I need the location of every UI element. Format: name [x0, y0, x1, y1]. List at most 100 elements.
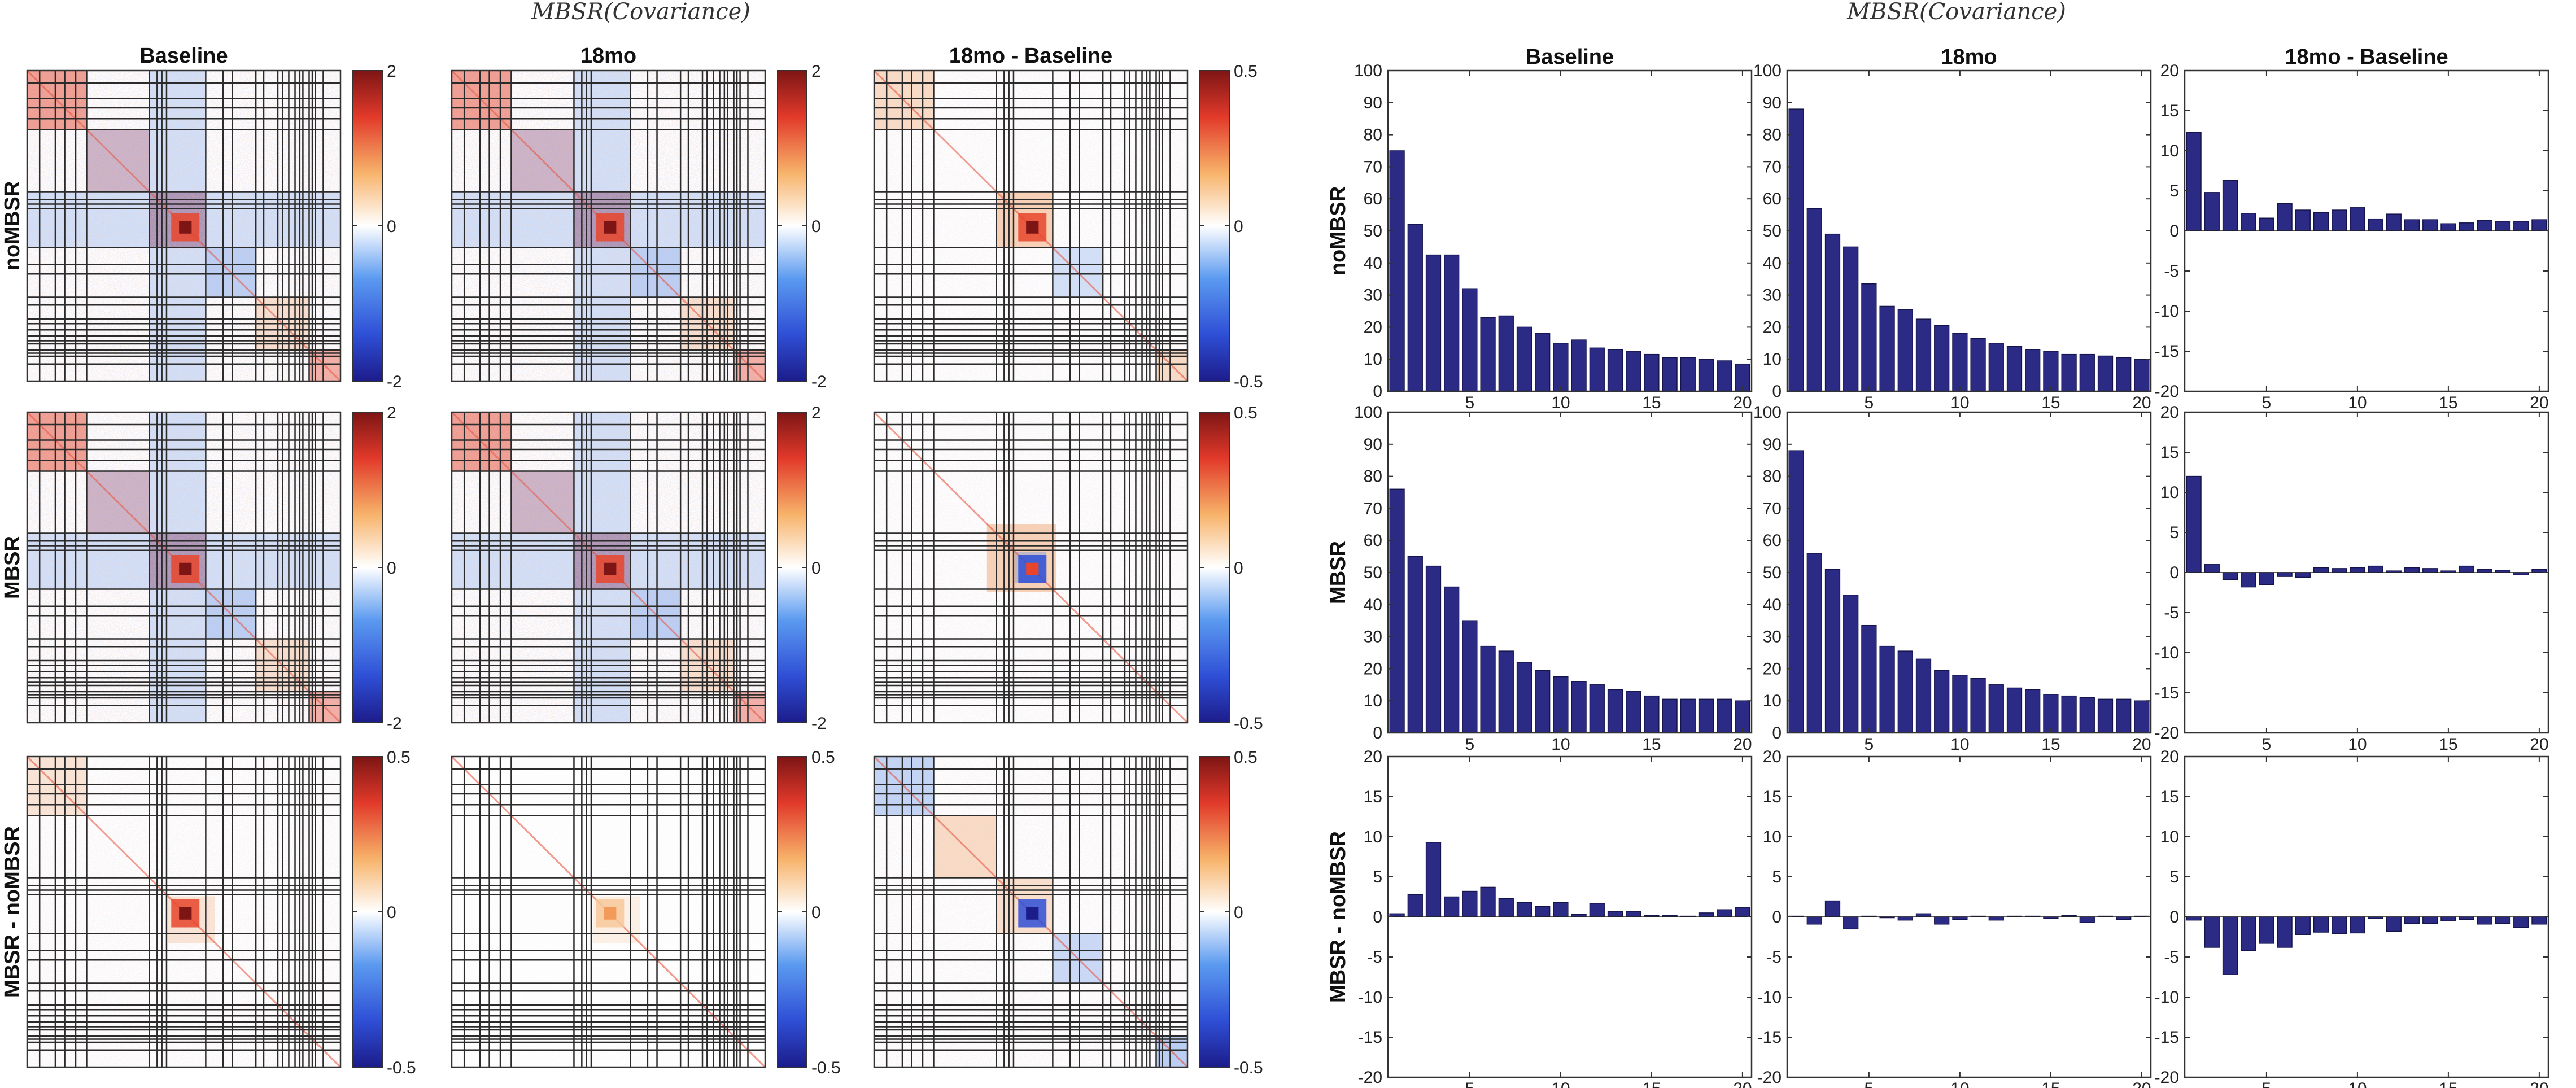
- bar-6: [1879, 305, 1895, 392]
- bar-17: [2079, 916, 2095, 923]
- bar-13: [1607, 689, 1623, 733]
- bar-19: [1717, 360, 1732, 392]
- bar-3: [1425, 842, 1442, 917]
- colorbar-gradient: [1199, 756, 1230, 1068]
- y-tick-label: 20: [1763, 318, 1782, 337]
- y-tick-label: 20: [1763, 659, 1782, 678]
- x-tick-label: 15: [2041, 1080, 2060, 1088]
- x-tick-label: 5: [2262, 735, 2272, 754]
- x-tick-label: 10: [1551, 394, 1570, 412]
- x-tick-label: 20: [2132, 394, 2151, 412]
- y-tick-label: 60: [1364, 190, 1382, 208]
- y-tick-label: -15: [2155, 342, 2179, 361]
- colorbar-gradient: [1199, 70, 1230, 382]
- plot-area: [1388, 412, 1752, 733]
- y-tick-label: 0: [2169, 563, 2179, 582]
- bar-20: [1735, 700, 1750, 733]
- bar-12: [2386, 916, 2402, 932]
- x-tick-label: 15: [1642, 735, 1661, 754]
- y-tick-label: 70: [1763, 499, 1782, 518]
- y-tick-label: 70: [1364, 499, 1382, 518]
- heatmap-frame: [451, 755, 766, 1068]
- y-tick-label: 20: [2160, 748, 2179, 766]
- x-tick-label: 10: [1551, 735, 1570, 754]
- x-tick-label: 10: [2348, 394, 2367, 412]
- bar-20: [1735, 907, 1750, 917]
- bar-2: [2204, 916, 2220, 948]
- bar-4: [2241, 213, 2256, 231]
- x-tick-label: 20: [2132, 1080, 2151, 1088]
- heatmap-grid: 2 0 -2 Baseline noMBSR 2 0 -2 18mo 0.5 0 -0.5 18mo -…: [1, 44, 1263, 1077]
- y-tick-label: 10: [2160, 828, 2179, 846]
- bar-9: [1535, 906, 1551, 917]
- bar-5: [1462, 288, 1478, 392]
- x-tick-label: 20: [1733, 394, 1752, 412]
- heatmap-panel-r1-c3: 0.5 0 -0.5 18mo - Baseline: [873, 44, 1263, 391]
- y-tick-label: 0: [1373, 724, 1382, 742]
- heatmap-hotspot-core: [604, 562, 617, 575]
- plot-frame: [1387, 69, 1753, 392]
- bar-12: [1589, 903, 1605, 917]
- y-tick-label: 80: [1763, 126, 1782, 145]
- bar-14: [2422, 916, 2438, 924]
- bar-20: [2531, 916, 2547, 925]
- y-tick-label: 90: [1364, 435, 1382, 454]
- bar-2: [1407, 224, 1423, 392]
- bar-15: [2043, 351, 2059, 392]
- y-tick-label: -20: [1358, 1068, 1382, 1087]
- heatmap-panel-r3-c2: 0.5 0 -0.5: [451, 748, 841, 1077]
- heatmap-frame: [26, 411, 342, 724]
- bar-7: [1498, 650, 1514, 733]
- bar-panel-r1-c2: 0 10 20 30 40 50 60 70 80 90 100 5 10 15 20 18mo: [1753, 45, 2152, 412]
- y-tick-label: 90: [1763, 94, 1782, 112]
- bar-6: [1879, 645, 1895, 733]
- bar-17: [2477, 220, 2492, 231]
- bar-3: [2222, 180, 2238, 231]
- bar-5: [1861, 283, 1877, 392]
- x-tick-label: 10: [1950, 394, 1969, 412]
- bar-3: [2222, 572, 2238, 580]
- bar-4: [1843, 595, 1859, 733]
- bar-1: [1788, 108, 1804, 392]
- plot-frame: [1786, 69, 2152, 392]
- y-tick-label: 60: [1763, 531, 1782, 550]
- y-tick-label: 10: [1364, 828, 1382, 846]
- bar-17: [2477, 569, 2492, 573]
- bar-5: [2259, 916, 2274, 944]
- y-tick-label: -10: [1757, 988, 1782, 1007]
- bar-7: [2295, 572, 2311, 578]
- plot-frame: [2184, 755, 2549, 1078]
- heatmap-hotspot-core: [604, 221, 617, 234]
- colorbar-tick-label: -2: [387, 373, 402, 391]
- y-tick-label: 0: [1373, 908, 1382, 927]
- bar-16: [2459, 565, 2474, 573]
- y-tick-label: 0: [2169, 222, 2179, 241]
- colorbar-tick-label: -2: [387, 714, 402, 733]
- bar-2: [1407, 556, 1423, 733]
- x-tick-label: 15: [1642, 1080, 1661, 1088]
- colorbar-tick-label: 2: [387, 62, 396, 81]
- plot-area: [1787, 71, 2151, 391]
- y-tick-label: 40: [1364, 596, 1382, 614]
- bar-9: [1934, 670, 1950, 733]
- bar-4: [2241, 572, 2256, 588]
- y-tick-label: 10: [2160, 142, 2179, 160]
- x-tick-label: 10: [2348, 1080, 2367, 1088]
- y-tick-label: -10: [2155, 988, 2179, 1007]
- bar-3: [1425, 254, 1442, 392]
- y-tick-label: 100: [1753, 62, 1782, 80]
- heatmap-frame: [451, 411, 766, 724]
- y-tick-label: 80: [1364, 467, 1382, 486]
- bar-row-label: noMBSR: [1326, 186, 1350, 276]
- bar-17: [1680, 698, 1696, 733]
- bar-7: [1498, 898, 1514, 917]
- bar-5: [1861, 624, 1877, 733]
- bar-6: [1480, 317, 1496, 392]
- heatmap-row-label: noMBSR: [1, 181, 24, 270]
- bar-12: [2386, 213, 2402, 231]
- heatmap-panel-r3-c3: 0.5 0 -0.5: [873, 748, 1263, 1077]
- bar-12: [1589, 684, 1605, 733]
- colorbar-tick-label: -0.5: [811, 1059, 841, 1077]
- colorbar: 0.5 0 -0.5: [777, 748, 841, 1077]
